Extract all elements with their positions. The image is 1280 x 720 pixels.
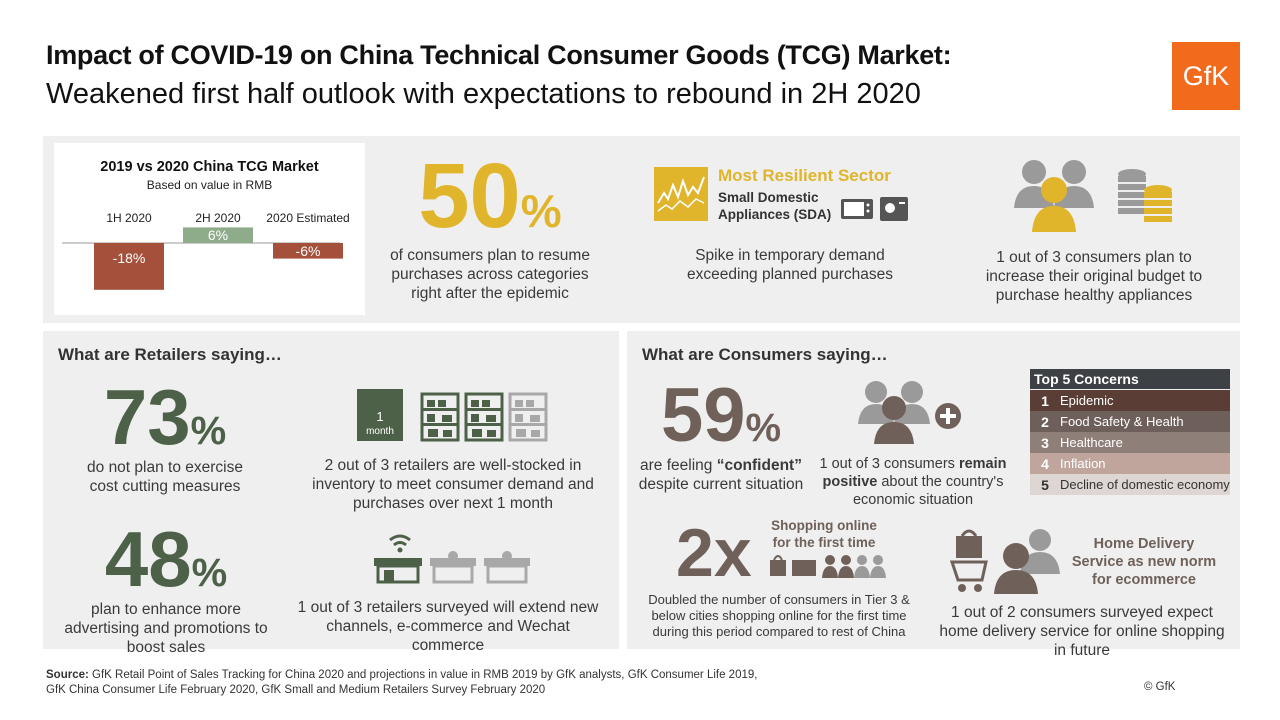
positive-text-pre: 1 out of 3 consumers <box>819 456 959 472</box>
consumers-group-icon <box>1012 156 1096 239</box>
concern-row: 2 Food Safety & Health <box>1030 411 1230 432</box>
stat-50-block: 50% of consumers plan to resume purchase… <box>380 148 600 303</box>
chart-subtitle: Based on value in RMB <box>146 178 273 192</box>
concern-row: 1 Epidemic <box>1030 390 1230 411</box>
stat-50-value: 50 <box>418 145 521 247</box>
chart-value-label: -6% <box>296 243 321 259</box>
concern-number: 4 <box>1041 455 1049 472</box>
page-subtitle: Weakened first half outlook with expecta… <box>46 78 921 110</box>
stat-59-number: 59% <box>636 376 806 456</box>
calendar-unit: month <box>366 426 394 437</box>
positive-consumers-icon <box>856 378 966 451</box>
stat-48-number: 48% <box>48 518 284 600</box>
concern-number: 5 <box>1041 476 1049 493</box>
chart-bar <box>183 227 253 243</box>
gfk-logo: GfK <box>1172 42 1240 110</box>
concern-row: 5 Decline of domestic economy <box>1030 474 1230 495</box>
top-concerns-table: Top 5 Concerns 1 Epidemic 2 Food Safety & H… <box>1030 369 1230 495</box>
chart-bar <box>273 243 343 259</box>
concern-number: 3 <box>1041 434 1049 451</box>
retailers-panel <box>43 331 619 649</box>
source-line2: GfK China Consumer Life February 2020, G… <box>46 684 546 696</box>
stat-50-number: 50% <box>380 148 600 244</box>
positive-text-post: about the country's economic situation <box>852 474 1004 508</box>
resilient-sector: Small Domestic Appliances (SDA) <box>718 190 832 222</box>
chart-category-label: 1H 2020 <box>106 211 152 225</box>
stat-48-block: 48% plan to enhance more advertising and… <box>48 518 284 657</box>
chart-title: 2019 vs 2020 China TCG Market <box>100 159 319 175</box>
concern-label: Healthcare <box>1060 435 1123 450</box>
chart-category-label: 2H 2020 <box>195 211 241 225</box>
consumers-heading: What are Consumers saying… <box>642 345 888 364</box>
stat-73-text: do not plan to exercise cost cutting mea… <box>87 459 243 495</box>
stat-59-text-post: despite current situation <box>638 476 804 493</box>
resilient-text: Spike in temporary demand exceeding plan… <box>687 247 893 283</box>
channels-text: 1 out of 3 retailers surveyed will exten… <box>297 599 599 654</box>
concern-row: 4 Inflation <box>1030 453 1230 474</box>
concern-label: Decline of domestic economy <box>1060 477 1230 492</box>
stat-59-text-bold: “confident” <box>716 457 802 474</box>
budget-text: 1 out of 3 consumers plan to increase th… <box>985 249 1203 304</box>
market-chart-box: 2019 vs 2020 China TCG Market Based on v… <box>54 143 365 315</box>
coins-icon <box>1112 164 1176 231</box>
source-label: Source: <box>46 669 89 681</box>
delivery-heading: Home Delivery Service as new norm for ec… <box>1071 536 1217 588</box>
concern-number: 1 <box>1041 392 1049 409</box>
online-shopping-icons <box>768 552 888 585</box>
concern-label: Food Safety & Health <box>1060 414 1184 429</box>
logo-text: GfK <box>1182 60 1230 91</box>
chart-value-label: -18% <box>113 250 146 266</box>
stat-59-value: 59 <box>660 373 746 458</box>
stat-50-unit: % <box>520 185 562 237</box>
stat-59-text-pre: are feeling <box>640 457 717 474</box>
stat-50-text: of consumers plan to resume purchases ac… <box>390 247 590 302</box>
stocked-text: 2 out of 3 retailers are well-stocked in… <box>312 457 594 512</box>
concerns-title: Top 5 Concerns <box>1030 369 1230 389</box>
chart-wave-icon <box>654 167 708 221</box>
stat-48-value: 48 <box>104 515 192 603</box>
calendar-number: 1 <box>376 409 384 424</box>
chart-bar <box>94 243 164 290</box>
chart-category-label: 2020 Estimated <box>266 211 349 225</box>
microwave-icon <box>840 196 910 227</box>
stores-wifi-icon <box>370 530 536 591</box>
positive-text: 1 out of 3 consumers remain positive abou… <box>810 455 1016 509</box>
positive-text-bold1: remain <box>958 456 1007 472</box>
retailers-heading: What are Retailers saying… <box>58 345 282 364</box>
concern-label: Epidemic <box>1060 393 1114 408</box>
concern-number: 2 <box>1041 413 1049 430</box>
stat-2x-number: 2x <box>676 515 752 591</box>
positive-text-bold2: positive <box>822 474 878 490</box>
stat-59-unit: % <box>745 406 782 450</box>
stat-73-number: 73% <box>60 376 270 458</box>
resilient-heading: Most Resilient Sector <box>718 166 891 185</box>
market-bar-chart: 1H 2020 -18% 2H 2020 6% 2020 Estimated -6% <box>62 211 350 290</box>
stat-73-unit: % <box>190 409 227 453</box>
online-text: Doubled the number of consumers in Tier … <box>648 592 910 639</box>
stat-73-block: 73% do not plan to exercise cost cutting… <box>60 376 270 496</box>
delivery-text: 1 out of 2 consumers surveyed expect hom… <box>939 604 1225 659</box>
stat-59-text: are feeling “confident” despite current … <box>636 456 806 494</box>
copyright: © GfK <box>1144 681 1176 693</box>
concern-label: Inflation <box>1060 456 1106 471</box>
stat-48-unit: % <box>191 551 228 595</box>
source-note: Source: GfK Retail Point of Sales Tracki… <box>46 668 1046 698</box>
calendar-icon: 1 month <box>357 389 403 441</box>
concern-row: 3 Healthcare <box>1030 432 1230 453</box>
inventory-shelves-icon <box>420 392 548 447</box>
online-heading: Shopping online for the first time <box>771 518 877 550</box>
page-title: Impact of COVID-19 on China Technical Co… <box>46 40 952 70</box>
chart-value-label: 6% <box>208 227 228 243</box>
stat-59-block: 59% are feeling “confident” despite curr… <box>636 376 806 494</box>
stat-73-value: 73 <box>103 373 191 461</box>
stat-48-text: plan to enhance more advertising and pro… <box>64 601 268 656</box>
source-line1: GfK Retail Point of Sales Tracking for C… <box>88 669 758 681</box>
home-delivery-icon <box>949 528 1064 599</box>
